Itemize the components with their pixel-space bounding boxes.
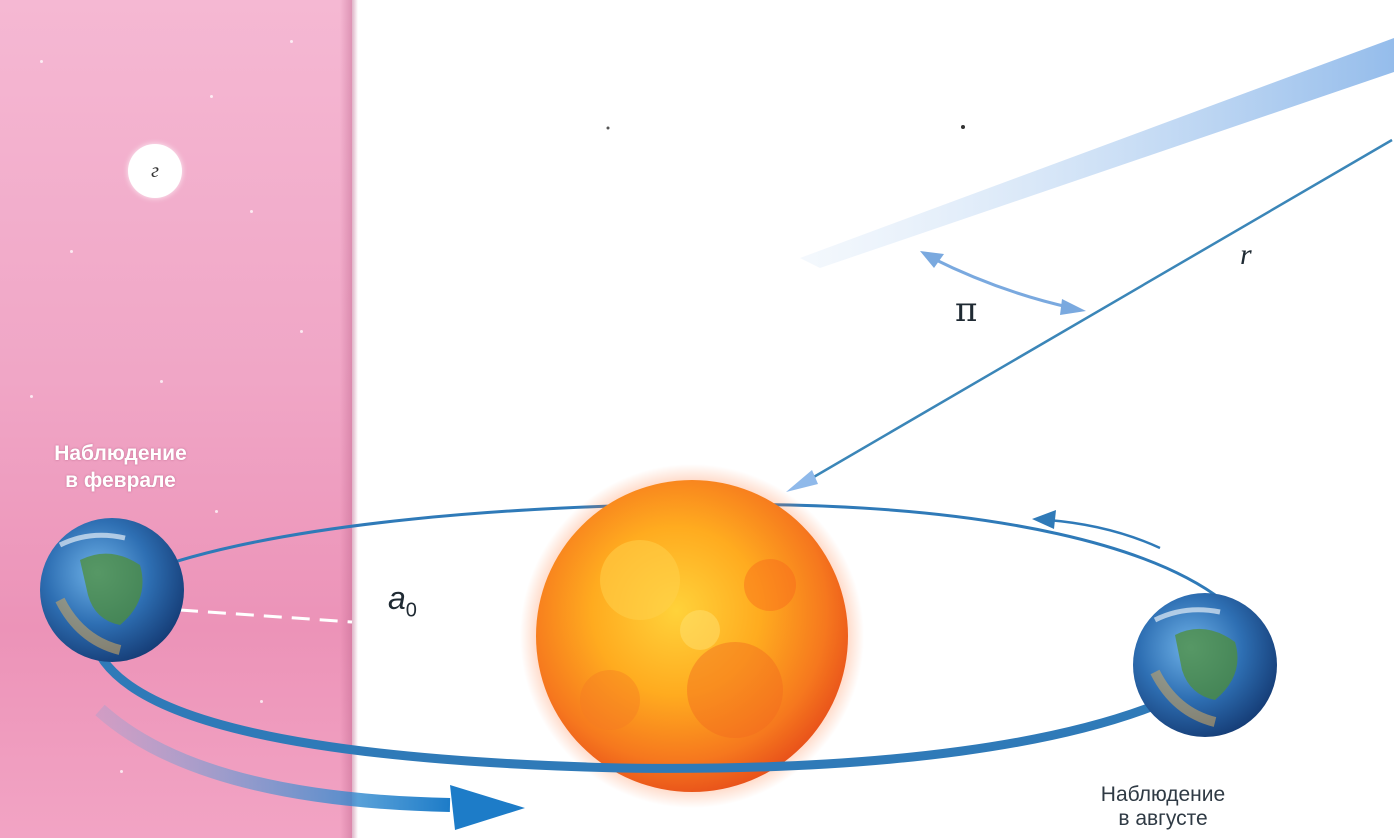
pink-background-panel [0,0,352,838]
parallax-arrowhead-right [1060,299,1086,315]
parallax-arc [931,256,1073,310]
panel-label-badge: г [128,144,182,198]
sky-dot [606,126,610,130]
orbit-direction-arrow [1047,518,1161,550]
observation-february-label: Наблюдение в феврале [8,440,233,494]
orbit-radius-letter: a [388,580,406,616]
star [260,700,263,703]
star [30,395,33,398]
star [40,60,43,63]
star [300,330,303,333]
earth-icon [40,518,184,662]
light-ray-band [800,38,1394,268]
star [120,770,123,773]
parallax-arrowhead-left [920,251,944,268]
star [250,210,253,213]
sun-icon [536,480,848,792]
ray-line-r [799,138,1393,487]
observation-august-label: Наблюдение в августе [1068,783,1258,831]
parallax-symbol: π [955,290,978,330]
observation-august-line2: в августе [1118,807,1208,830]
star [210,95,213,98]
sky-dot [961,125,965,129]
radius-dashed-line [179,608,353,624]
observation-february-line2: в феврале [65,469,176,492]
star [160,380,163,383]
panel-label-text: г [151,159,159,182]
distance-symbol: r [1240,238,1252,271]
orbit-arrowhead [1032,510,1056,529]
star [70,250,73,253]
panel-edge-shadow [340,0,358,838]
orbit-radius-subscript: 0 [405,599,417,622]
observation-february-line1: Наблюдение [54,442,187,465]
observation-august-line1: Наблюдение [1100,783,1226,806]
star [215,510,218,513]
orbit-radius-symbol: a0 [388,580,417,622]
big-orbit-arrow [95,704,451,812]
ray-arrowhead [786,470,818,492]
star [290,40,293,43]
earth-icon [1133,593,1277,737]
orbit-front [87,633,1193,773]
big-orbit-arrowhead [450,785,525,830]
